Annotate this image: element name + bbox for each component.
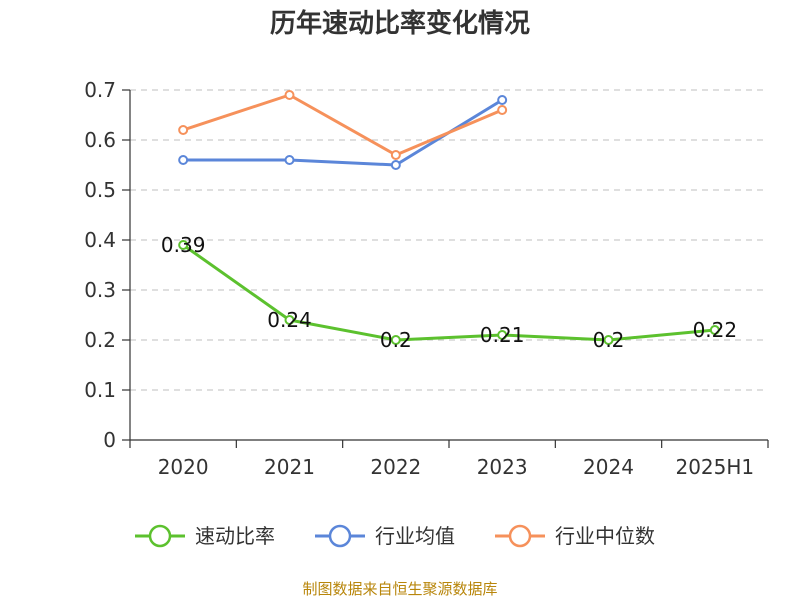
y-tick-label: 0.5 bbox=[84, 178, 116, 202]
x-tick-label: 2024 bbox=[583, 455, 634, 479]
data-point bbox=[284, 90, 295, 100]
y-tick-label: 0.1 bbox=[84, 378, 116, 402]
legend: 速动比率 行业均值 行业中位数 bbox=[135, 524, 655, 548]
data-label: 0.2 bbox=[380, 328, 412, 352]
x-tick-label: 2025H1 bbox=[675, 455, 754, 479]
data-point bbox=[709, 325, 720, 335]
data-point bbox=[497, 95, 508, 105]
legend-item: 行业中位数 bbox=[495, 524, 655, 548]
data-point bbox=[497, 105, 508, 115]
data-label: 0.2 bbox=[593, 328, 625, 352]
x-tick-label: 2021 bbox=[264, 455, 315, 479]
data-point bbox=[178, 125, 189, 135]
legend-label: 行业均值 bbox=[375, 524, 455, 548]
x-tick-label: 2022 bbox=[370, 455, 421, 479]
data-point bbox=[390, 150, 401, 160]
data-point bbox=[497, 330, 508, 340]
legend-label: 速动比率 bbox=[195, 524, 275, 548]
source-note: 制图数据来自恒生聚源数据库 bbox=[302, 580, 497, 598]
y-tick-label: 0.3 bbox=[84, 278, 116, 302]
legend-item: 速动比率 bbox=[135, 524, 275, 548]
data-point bbox=[603, 335, 614, 345]
data-label: 0.24 bbox=[267, 308, 312, 332]
y-tick-label: 0.4 bbox=[84, 228, 116, 252]
y-tick-label: 0.2 bbox=[84, 328, 116, 352]
data-label: 0.39 bbox=[161, 233, 206, 257]
legend-marker bbox=[508, 524, 532, 548]
series-line bbox=[182, 243, 715, 342]
y-tick-label: 0 bbox=[103, 428, 116, 452]
data-label-layer: 0.39 0.24 0.2 0.21 0.2 0.22 bbox=[161, 233, 737, 352]
data-point bbox=[178, 155, 189, 165]
legend-label: 行业中位数 bbox=[555, 524, 655, 548]
x-tick-label: 2020 bbox=[158, 455, 209, 479]
legend-marker bbox=[148, 524, 172, 548]
legend-marker bbox=[328, 524, 352, 548]
data-point bbox=[284, 155, 295, 165]
grid-layer bbox=[130, 89, 768, 391]
y-tick-label: 0.7 bbox=[84, 78, 116, 102]
data-point bbox=[284, 315, 295, 325]
y-tick-label: 0.6 bbox=[84, 128, 116, 152]
series-line bbox=[183, 98, 503, 167]
data-point bbox=[390, 335, 401, 345]
x-tick-label: 2023 bbox=[477, 455, 528, 479]
data-label: 0.22 bbox=[693, 318, 738, 342]
series-line bbox=[182, 93, 503, 157]
series-layer bbox=[178, 90, 720, 345]
legend-item: 行业均值 bbox=[315, 524, 455, 548]
data-point bbox=[178, 240, 189, 250]
data-label: 0.21 bbox=[480, 323, 525, 347]
chart-title: 历年速动比率变化情况 bbox=[270, 8, 530, 39]
data-point bbox=[390, 160, 401, 170]
axis-layer: 0 0.1 0.2 0.3 0.4 0.5 0.6 0.7 2020 2021 2022 2023 20… bbox=[84, 78, 769, 479]
